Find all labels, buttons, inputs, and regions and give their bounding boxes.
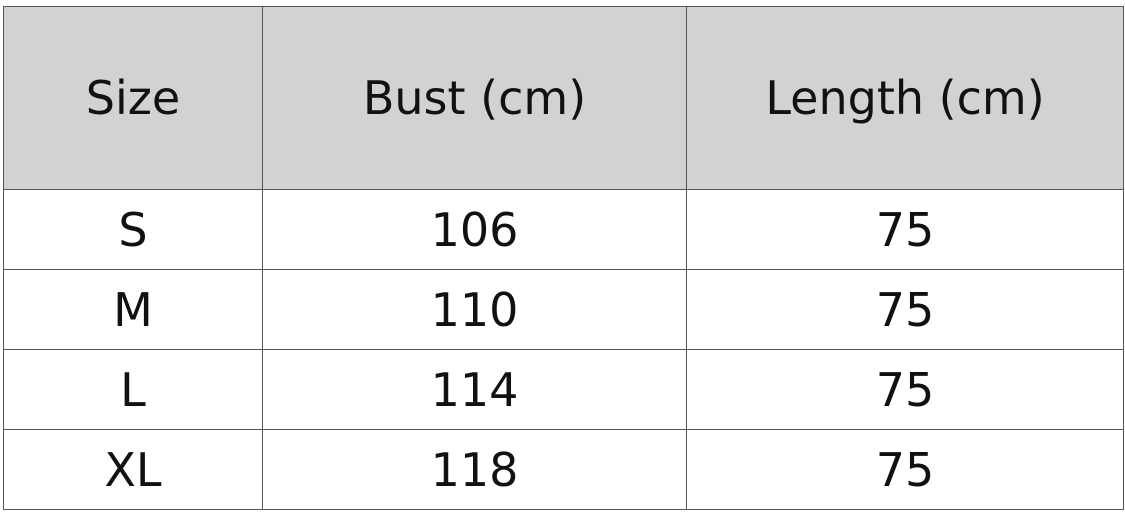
table-cell: XL: [3, 429, 263, 510]
header-row: Size Bust (cm) Length (cm): [3, 6, 1124, 190]
table-cell: M: [3, 269, 263, 350]
table-cell: 118: [262, 429, 687, 510]
table-row: S 106 75: [3, 189, 1124, 270]
table-cell: 75: [686, 429, 1124, 510]
header-cell: Length (cm): [686, 6, 1124, 190]
table-cell: L: [3, 349, 263, 430]
table-row: L 114 75: [3, 349, 1124, 430]
table-row: XL 118 75: [3, 429, 1124, 510]
header-cell: Size: [3, 6, 263, 190]
table-cell: 110: [262, 269, 687, 350]
table-row: M 110 75: [3, 269, 1124, 350]
table-cell: 75: [686, 349, 1124, 430]
header-cell: Bust (cm): [262, 6, 687, 190]
table-cell: 106: [262, 189, 687, 270]
size-table: Size Bust (cm) Length (cm) S 106 75 M 110 75 L 11…: [3, 6, 1124, 510]
table-body: S 106 75 M 110 75 L 114 75 XL 118 75: [3, 189, 1124, 510]
table-cell: 114: [262, 349, 687, 430]
table-cell: S: [3, 189, 263, 270]
table-cell: 75: [686, 189, 1124, 270]
table-cell: 75: [686, 269, 1124, 350]
